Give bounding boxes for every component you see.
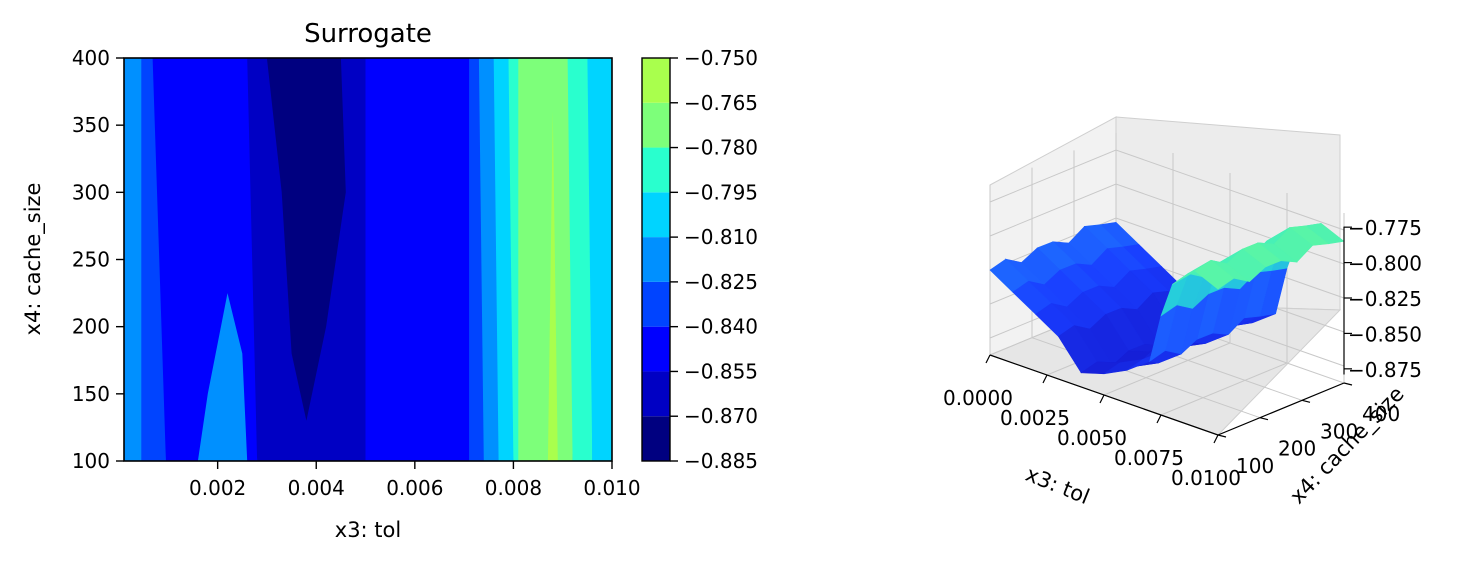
colorbar-swatch-7 bbox=[642, 102, 670, 148]
surface-y-tick-label: 200 bbox=[1278, 437, 1316, 461]
surface-x-tick-mark bbox=[985, 354, 991, 364]
colorbar-tick-label: −0.885 bbox=[684, 449, 758, 473]
contour-region-11 bbox=[547, 111, 558, 461]
colorbar-tick-label: −0.750 bbox=[684, 46, 758, 70]
surface-y-tick-mark bbox=[1259, 417, 1269, 421]
surface-z-tick-label: −0.775 bbox=[1348, 216, 1422, 240]
contour-x-tick-label: 0.008 bbox=[485, 476, 542, 500]
colorbar-swatch-0 bbox=[642, 416, 670, 461]
surface-z-tick-label: −0.800 bbox=[1348, 252, 1422, 276]
contour-region-10 bbox=[518, 58, 573, 461]
contour-x-tick-label: 0.002 bbox=[189, 476, 246, 500]
contour-y-tick-label: 100 bbox=[72, 449, 110, 473]
colorbar-tick-label: −0.855 bbox=[684, 359, 758, 383]
surface-z-tick-label: −0.875 bbox=[1348, 358, 1422, 382]
y-axis-line bbox=[1217, 382, 1345, 436]
colorbar-swatch-8 bbox=[642, 58, 670, 103]
colorbar-swatch-3 bbox=[642, 281, 670, 327]
contour-x-tick-label: 0.004 bbox=[288, 476, 345, 500]
contour-x-label: x3: tol bbox=[335, 518, 401, 542]
surface-3d-plot: 0.00000.00250.00500.00750.01001002003004… bbox=[943, 116, 1422, 509]
colorbar-swatches bbox=[642, 58, 670, 461]
contour-y-tick-label: 350 bbox=[72, 113, 110, 137]
surface-z-tick-label: −0.850 bbox=[1348, 322, 1422, 346]
surface-y-tick-mark bbox=[1217, 434, 1227, 438]
contour-y-tick-label: 250 bbox=[72, 248, 110, 272]
contour-x-tick-label: 0.006 bbox=[386, 476, 443, 500]
surface-x-tick-label: 0.0050 bbox=[1057, 426, 1127, 450]
colorbar: −0.885 −0.870 −0.855 −0.840 −0.825 −0.810 −0.7… bbox=[641, 46, 758, 473]
colorbar-tick-label: −0.795 bbox=[684, 180, 758, 204]
colorbar-swatch-5 bbox=[642, 192, 670, 238]
surface-x-tick-label: 0.0025 bbox=[1000, 406, 1070, 430]
colorbar-tick-label: −0.840 bbox=[684, 315, 758, 339]
surface-x-tick-mark bbox=[1213, 434, 1219, 444]
colorbar-ticks: −0.885 −0.870 −0.855 −0.840 −0.825 −0.810 −0.7… bbox=[670, 46, 758, 473]
surface-y-tick-mark bbox=[1301, 399, 1311, 403]
colorbar-frame bbox=[641, 57, 671, 462]
colorbar-swatch-6 bbox=[642, 147, 670, 193]
surface-facet bbox=[1194, 259, 1235, 290]
surface-x-tick-label: 0.0075 bbox=[1114, 446, 1184, 470]
surface-y-tick-mark bbox=[1343, 382, 1353, 386]
colorbar-tick-label: −0.870 bbox=[684, 404, 758, 428]
colorbar-swatch-2 bbox=[642, 326, 670, 372]
surface-z-tick-label: −0.825 bbox=[1348, 287, 1422, 311]
colorbar-swatch-4 bbox=[642, 237, 670, 282]
surface-x-tick-mark bbox=[1156, 414, 1162, 424]
surface-y-tick-label: 400 bbox=[1362, 402, 1400, 426]
contour-x-ticks: 0.002 0.004 0.006 0.008 0.010 bbox=[189, 461, 641, 500]
contour-y-tick-label: 300 bbox=[72, 180, 110, 204]
surface-axes-lines: 0.00000.00250.00500.00750.01001002003004… bbox=[943, 216, 1422, 490]
contour-region-5 bbox=[266, 58, 346, 421]
contour-y-label: x4: cache_size bbox=[21, 183, 46, 336]
colorbar-tick-label: −0.810 bbox=[684, 225, 758, 249]
surface-mesh bbox=[989, 221, 1345, 375]
contour-region-12 bbox=[567, 58, 593, 461]
colorbar-tick-label: −0.765 bbox=[684, 91, 758, 115]
contour-y-tick-label: 150 bbox=[72, 382, 110, 406]
contour-plot: Surrogate x3: tol x4: cache_size 0.002 0.… bbox=[21, 19, 641, 542]
surface-y-tick-label: 300 bbox=[1320, 419, 1358, 443]
contour-title: Surrogate bbox=[304, 19, 432, 49]
contour-region-13 bbox=[587, 58, 612, 461]
contour-region-2 bbox=[152, 58, 258, 461]
contour-y-tick-label: 400 bbox=[72, 46, 110, 70]
surface-x-tick-mark bbox=[1042, 374, 1048, 384]
surface-x-tick-label: 0.0000 bbox=[943, 386, 1013, 410]
floor-grid-x bbox=[1103, 342, 1231, 396]
floor-grid-x bbox=[1160, 362, 1288, 416]
colorbar-tick-label: −0.780 bbox=[684, 136, 758, 160]
surface-x-tick-label: 0.0100 bbox=[1171, 466, 1241, 490]
surface-x-label: x3: tol bbox=[1022, 462, 1093, 509]
contour-x-tick-label: 0.010 bbox=[583, 476, 640, 500]
contour-y-ticks: 100 150 200 250 300 350 400 bbox=[72, 46, 124, 473]
contour-y-tick-label: 200 bbox=[72, 315, 110, 339]
colorbar-tick-label: −0.825 bbox=[684, 270, 758, 294]
surface-x-tick-mark bbox=[1099, 394, 1105, 404]
colorbar-swatch-1 bbox=[642, 371, 670, 417]
contour-regions bbox=[124, 58, 612, 461]
contour-region-3 bbox=[360, 58, 474, 461]
surface-y-tick-label: 100 bbox=[1236, 454, 1274, 478]
